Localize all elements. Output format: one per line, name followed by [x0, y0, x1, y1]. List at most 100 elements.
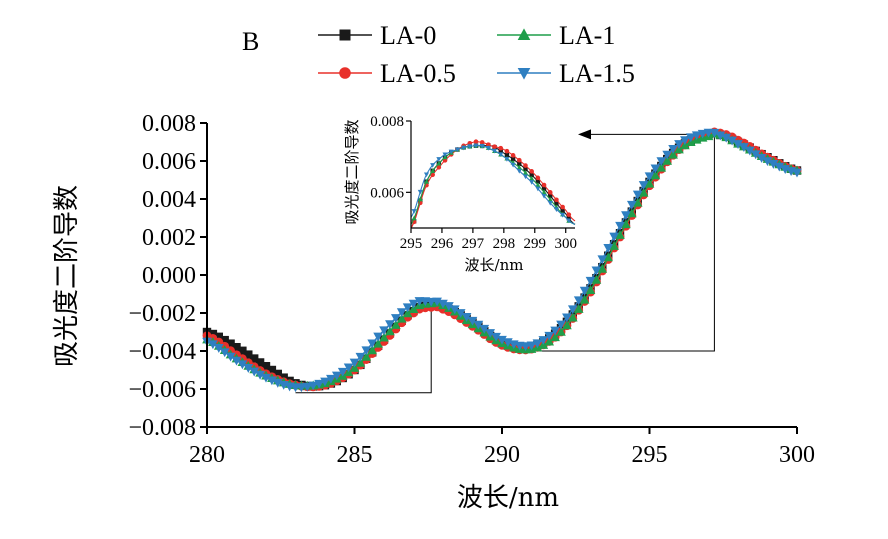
marker-LA-1.5 — [650, 164, 661, 174]
marker-LA-1 — [609, 241, 619, 250]
marker-LA-1 — [650, 170, 661, 180]
marker-LA-1.5 — [485, 329, 496, 338]
inset-marker-LA-1.5 — [498, 152, 504, 157]
marker-LA-0 — [232, 343, 241, 352]
marker-LA-1.5 — [231, 356, 242, 366]
zoom-arrow-head — [578, 129, 591, 140]
marker-LA-1.5 — [331, 371, 342, 381]
main-series-group — [202, 127, 802, 393]
marker-LA-1.5 — [691, 131, 702, 141]
inset-marker-LA-0 — [541, 186, 547, 191]
marker-LA-1 — [615, 230, 625, 239]
marker-LA-1.5 — [632, 190, 643, 200]
inset-marker-LA-0 — [504, 152, 510, 158]
inset-marker-LA-1.5 — [430, 163, 436, 168]
marker-LA-1.5 — [237, 360, 248, 370]
marker-LA-1.5 — [538, 336, 549, 345]
inset-marker-LA-1 — [516, 164, 522, 170]
marker-LA-1.5 — [721, 133, 732, 143]
inset-marker-LA-1.5 — [510, 162, 516, 168]
marker-LA-1.5 — [727, 136, 737, 146]
marker-LA-1 — [626, 208, 637, 218]
inset-marker-LA-0.5 — [547, 190, 553, 195]
marker-LA-1.5 — [609, 232, 619, 242]
inset-marker-LA-0 — [535, 179, 541, 184]
marker-LA-1 — [361, 351, 372, 361]
marker-LA-1.5 — [685, 133, 696, 143]
marker-LA-1 — [585, 285, 596, 294]
marker-LA-1 — [638, 187, 649, 197]
main-x-tick-label: 300 — [779, 442, 815, 468]
marker-LA-1.5 — [544, 331, 555, 341]
marker-LA-1.5 — [739, 143, 749, 152]
marker-LA-1.5 — [219, 348, 230, 358]
marker-LA-1.5 — [308, 381, 319, 391]
inset-marker-LA-0.5 — [535, 175, 541, 181]
inset-marker-LA-1.5 — [492, 148, 498, 154]
inset-marker-LA-0 — [554, 201, 559, 206]
marker-LA-1 — [603, 252, 614, 262]
inset-x-tick-label: 295 — [400, 236, 423, 252]
legend-label-LA-1.5: LA-1.5 — [559, 59, 635, 88]
inset-marker-LA-1.5 — [461, 145, 467, 151]
marker-LA-1.5 — [744, 146, 755, 156]
marker-LA-1 — [349, 363, 360, 372]
marker-LA-1.5 — [626, 200, 637, 210]
inset-marker-LA-1.5 — [566, 218, 572, 224]
inset-marker-LA-0 — [498, 148, 503, 154]
inset-marker-LA-0.5 — [523, 163, 528, 168]
marker-LA-1 — [562, 320, 572, 330]
marker-LA-0 — [261, 362, 271, 371]
marker-LA-1.5 — [715, 131, 726, 141]
marker-LA-1.5 — [556, 320, 566, 330]
marker-LA-1.5 — [349, 358, 360, 368]
inset-y-tick-label: 0.008 — [370, 114, 404, 130]
marker-LA-1 — [408, 304, 419, 313]
marker-LA-1.5 — [320, 377, 330, 387]
inset-marker-LA-0.5 — [504, 148, 510, 154]
inset-marker-LA-0 — [523, 166, 528, 172]
marker-LA-1 — [597, 263, 608, 273]
marker-LA-0 — [226, 339, 235, 348]
main-x-tick-label: 295 — [632, 442, 668, 468]
inset-marker-LA-1 — [436, 160, 442, 166]
inset-line-LA-0.5 — [410, 141, 576, 229]
marker-LA-1 — [373, 338, 383, 348]
marker-LA-1 — [550, 332, 560, 342]
marker-LA-1.5 — [680, 136, 690, 146]
marker-LA-1.5 — [343, 363, 354, 373]
main-x-tick-label: 290 — [484, 442, 520, 468]
marker-LA-1.5 — [455, 309, 466, 318]
marker-LA-1.5 — [638, 181, 649, 190]
inset-marker-LA-0.5 — [467, 140, 473, 146]
zoom-guide-left — [295, 305, 432, 394]
main-y-tick-label: −0.006 — [128, 377, 196, 403]
legend-item-LA-1.5: LA-1.5 — [497, 59, 635, 88]
inset-line-LA-1 — [410, 144, 576, 225]
marker-LA-1 — [632, 197, 643, 207]
marker-LA-1.5 — [396, 308, 407, 318]
inset-marker-LA-1.5 — [522, 174, 529, 180]
inset-axes: 0.008 0.006 295 296 297 298 299 300 — [370, 114, 577, 252]
legend-label-LA-0.5: LA-0.5 — [380, 59, 456, 88]
inset-marker-LA-1.5 — [423, 172, 430, 178]
main-x-tick-label: 280 — [189, 442, 225, 468]
marker-LA-1.5 — [361, 346, 372, 356]
marker-LA-1.5 — [644, 172, 655, 182]
marker-LA-1.5 — [249, 367, 260, 377]
marker-LA-0 — [220, 335, 229, 345]
marker-LA-0 — [267, 365, 277, 375]
marker-LA-1.5 — [709, 128, 720, 138]
marker-LA-1.5 — [261, 373, 271, 383]
marker-LA-1.5 — [567, 305, 578, 315]
inset-marker-LA-0.5 — [436, 164, 442, 170]
marker-LA-1.5 — [385, 320, 395, 330]
main-x-tick-label: 285 — [337, 442, 373, 468]
inset-marker-LA-1 — [529, 175, 535, 181]
marker-LA-1 — [656, 162, 667, 172]
main-y-tick-label: 0.000 — [142, 263, 196, 289]
marker-LA-1.5 — [444, 302, 454, 311]
marker-LA-1.5 — [408, 299, 419, 309]
inset-marker-LA-0.5 — [566, 212, 572, 217]
